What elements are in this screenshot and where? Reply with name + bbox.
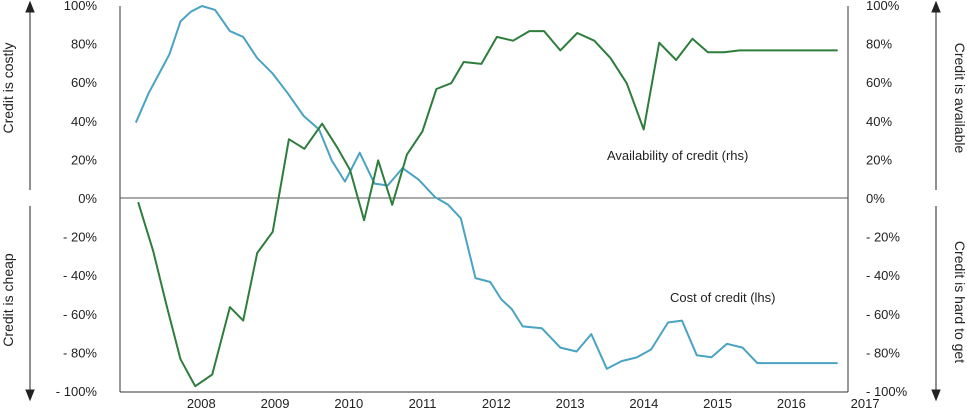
- right-top-label: Credit is available: [952, 43, 967, 154]
- x-tick-labels: 2008 2009 2010 2011 2012 2013 2014 2015 2016 2017: [187, 396, 880, 411]
- x-tick-label: 2010: [334, 396, 363, 411]
- left-tick-label: - 100%: [56, 384, 98, 399]
- left-tick-label: - 80%: [63, 345, 97, 360]
- x-tick-label: 2012: [482, 396, 511, 411]
- left-tick-label: 40%: [71, 114, 97, 129]
- right-bottom-label: Credit is hard to get: [952, 241, 967, 363]
- x-tick-label: 2017: [851, 396, 880, 411]
- left-tick-label: - 20%: [63, 230, 97, 245]
- x-tick-label: 2009: [261, 396, 290, 411]
- right-tick-label: 40%: [866, 114, 892, 129]
- x-tick-label: 2014: [629, 396, 658, 411]
- left-side-arrows: [25, 0, 35, 402]
- x-tick-label: 2011: [409, 396, 437, 411]
- x-tick-label: 2008: [187, 396, 216, 411]
- right-tick-label: 80%: [866, 37, 892, 52]
- right-tick-label: 20%: [866, 152, 892, 167]
- left-top-label: Credit is costly: [0, 42, 16, 133]
- right-tick-labels: 100% 80% 60% 40% 20% 0% - 20% - 40% - 60% - 80% - …: [866, 0, 908, 399]
- left-tick-label: 0%: [78, 191, 97, 206]
- left-tick-label: 100%: [64, 0, 98, 13]
- cost-of-credit-line: [135, 5, 838, 370]
- right-side-arrows: [931, 0, 941, 402]
- left-tick-labels: 100% 80% 60% 40% 20% 0% - 20% - 40% - 60% - 80% - …: [56, 0, 98, 399]
- left-tick-label: - 60%: [63, 307, 97, 322]
- right-tick-label: - 40%: [866, 268, 900, 283]
- x-tick-label: 2015: [703, 396, 732, 411]
- left-tick-label: 20%: [71, 152, 97, 167]
- x-tick-label: 2013: [556, 396, 585, 411]
- left-tick-label: 80%: [71, 37, 97, 52]
- availability-annotation: Availability of credit (rhs): [607, 148, 748, 163]
- left-tick-label: - 40%: [63, 268, 97, 283]
- right-tick-label: 60%: [866, 75, 892, 90]
- right-tick-label: - 60%: [866, 307, 900, 322]
- right-tick-label: 0%: [866, 191, 885, 206]
- x-tick-label: 2016: [777, 396, 806, 411]
- right-tick-label: - 80%: [866, 345, 900, 360]
- right-tick-label: - 20%: [866, 230, 900, 245]
- right-tick-label: 100%: [866, 0, 900, 13]
- right-tick-label: - 100%: [866, 384, 908, 399]
- series-layer: [135, 5, 838, 388]
- cost-annotation: Cost of credit (lhs): [670, 290, 775, 305]
- availability-of-credit-line: [137, 30, 838, 388]
- left-tick-label: 60%: [71, 75, 97, 90]
- left-bottom-label: Credit is cheap: [0, 253, 16, 347]
